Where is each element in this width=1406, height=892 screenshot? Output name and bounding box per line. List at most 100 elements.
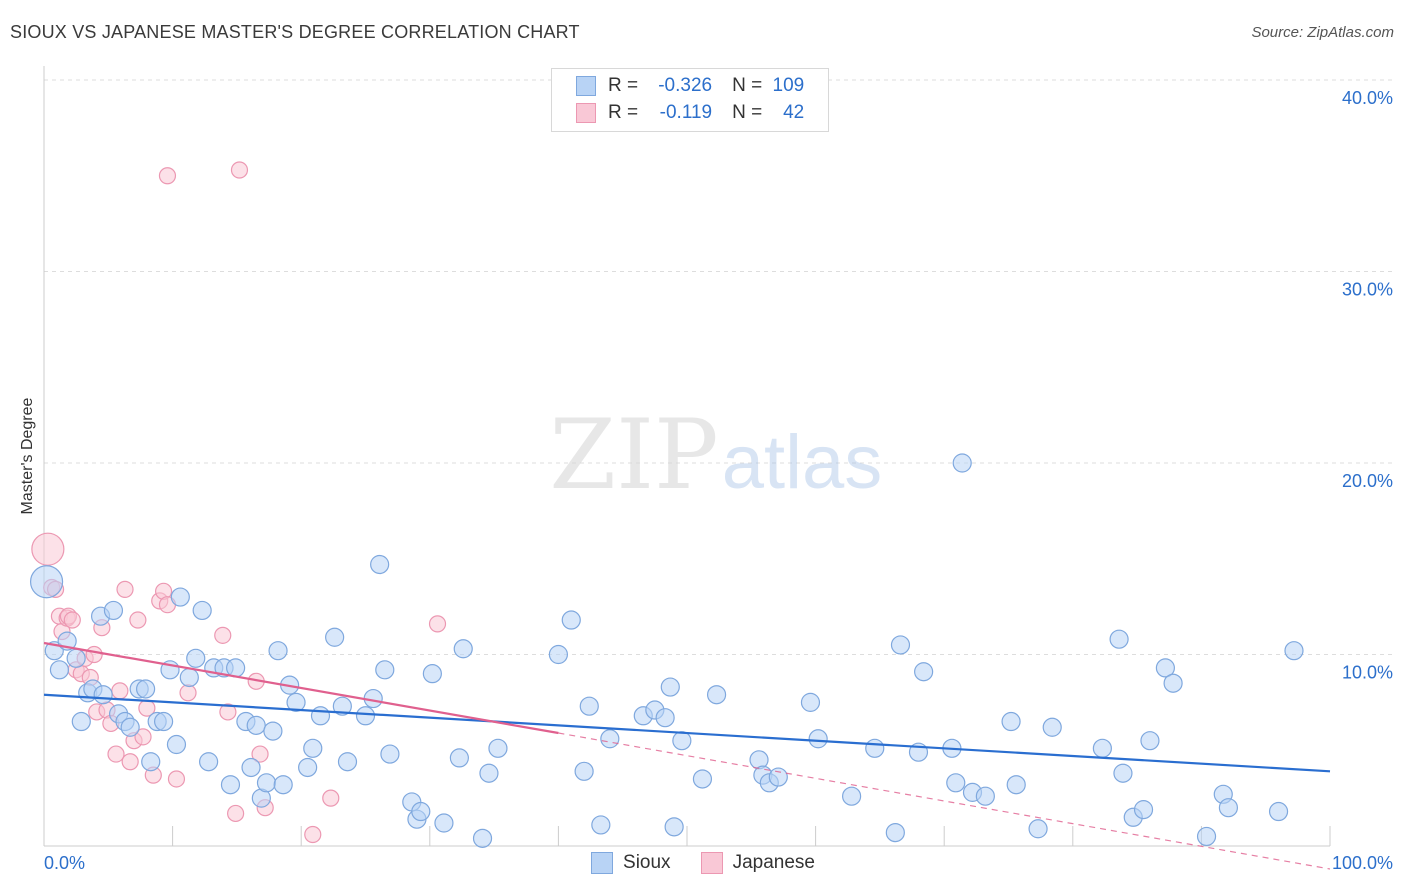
watermark-zip: ZIP [549, 399, 718, 511]
sioux-legend-swatch [591, 852, 614, 874]
sioux-point [692, 769, 713, 789]
sioux-point [1196, 826, 1217, 847]
sioux-point [135, 679, 156, 699]
sioux-point [434, 813, 454, 833]
y-tick-label: 30.0% [1342, 280, 1393, 300]
legend-row-sioux: R = -0.326 N = 109 [576, 74, 804, 98]
correlation-legend: R = -0.326 N = 109 R = -0.119 N = 42 [551, 68, 829, 132]
sioux-point [303, 738, 323, 758]
japanese-point [230, 161, 249, 179]
japanese-trend-line [43, 641, 559, 735]
sioux-point [220, 775, 241, 795]
sioux-point [192, 600, 212, 621]
japanese-point [428, 615, 447, 633]
japanese-point [63, 611, 81, 629]
sioux-point [808, 729, 828, 749]
japanese-n-value: 42 [783, 102, 805, 123]
sioux-point [1140, 731, 1160, 751]
sioux-point [655, 708, 675, 728]
sioux-point [179, 667, 199, 688]
japanese-point [116, 580, 134, 598]
legend-item-sioux[interactable]: Sioux [591, 852, 671, 874]
sioux-point [380, 744, 400, 764]
sioux-point [170, 587, 190, 607]
sioux-point [199, 752, 219, 772]
sioux-point [865, 738, 885, 758]
sioux-point [1042, 717, 1062, 737]
sioux-point [1113, 763, 1133, 783]
sioux-point [49, 660, 70, 680]
legend-row-japanese: R = -0.119 N = 42 [576, 101, 804, 125]
sioux-point [1092, 738, 1112, 758]
sioux-point [672, 731, 692, 751]
sioux-point [29, 565, 64, 599]
x-tick-label-max: 100.0% [1332, 853, 1393, 873]
y-tick-label: 10.0% [1342, 663, 1393, 683]
x-tick-label-min: 0.0% [44, 853, 85, 873]
sioux-point [479, 763, 499, 783]
sioux-swatch [576, 76, 596, 96]
trend-lines [43, 641, 1331, 870]
sioux-n-value: 109 [772, 75, 805, 96]
japanese-points [31, 161, 447, 844]
sioux-point [103, 600, 124, 621]
sioux-point [660, 677, 680, 697]
sioux-point [337, 752, 358, 772]
sioux-point [310, 706, 331, 726]
sioux-point [256, 773, 277, 793]
sioux-point [768, 767, 788, 787]
sioux-point [273, 775, 293, 795]
tick-labels: 10.0% 20.0% 30.0% 40.0% 0.0% 100.0% [44, 88, 1393, 873]
sioux-n-label: N = [732, 75, 763, 96]
source-credit: Source: ZipAtlas.com [1251, 24, 1394, 41]
watermark: ZIP atlas [549, 399, 882, 511]
sioux-point [664, 817, 684, 837]
sioux-point [548, 644, 569, 665]
japanese-point [158, 167, 177, 185]
japanese-r-label: R = [608, 102, 639, 123]
sioux-point [890, 635, 911, 655]
sioux-point [166, 734, 187, 755]
sioux-point [952, 453, 972, 473]
sioux-point [1006, 775, 1026, 795]
sioux-r-value: -0.326 [658, 75, 713, 96]
sioux-points [29, 453, 1304, 848]
sioux-point [914, 662, 934, 682]
sioux-point [706, 685, 727, 705]
sioux-point [591, 815, 611, 835]
sioux-point [120, 717, 140, 737]
sioux-point [1218, 798, 1239, 818]
sioux-point [472, 828, 493, 848]
sioux-point [885, 822, 905, 843]
watermark-atlas: atlas [722, 420, 883, 505]
legend-item-japanese[interactable]: Japanese [700, 852, 815, 874]
sioux-point [71, 711, 91, 732]
japanese-r-value: -0.119 [659, 102, 713, 123]
sioux-point [411, 801, 431, 822]
sioux-point [246, 715, 266, 735]
sioux-point [325, 627, 345, 647]
y-tick-label: 40.0% [1342, 88, 1393, 108]
sioux-point [141, 752, 161, 772]
sioux-point [93, 685, 113, 705]
chart-title: SIOUX VS JAPANESE MASTER'S DEGREE CORREL… [10, 22, 580, 42]
series-legend: Sioux Japanese [0, 852, 1406, 874]
sioux-point [1284, 641, 1304, 661]
sioux-point [226, 658, 246, 678]
japanese-point [304, 825, 322, 844]
japanese-n-label: N = [732, 102, 763, 123]
sioux-point [1155, 658, 1175, 678]
japanese-legend-swatch [700, 852, 723, 874]
japanese-point [227, 804, 245, 823]
japanese-trend-extension [558, 732, 1331, 870]
sioux-point [488, 738, 508, 758]
japanese-point [251, 745, 269, 763]
sioux-point [186, 648, 206, 668]
sioux-point [449, 748, 469, 768]
sioux-point [422, 664, 442, 684]
axes [43, 66, 1331, 847]
japanese-point [219, 703, 237, 721]
japanese-point [167, 770, 186, 788]
sioux-point [579, 696, 599, 716]
